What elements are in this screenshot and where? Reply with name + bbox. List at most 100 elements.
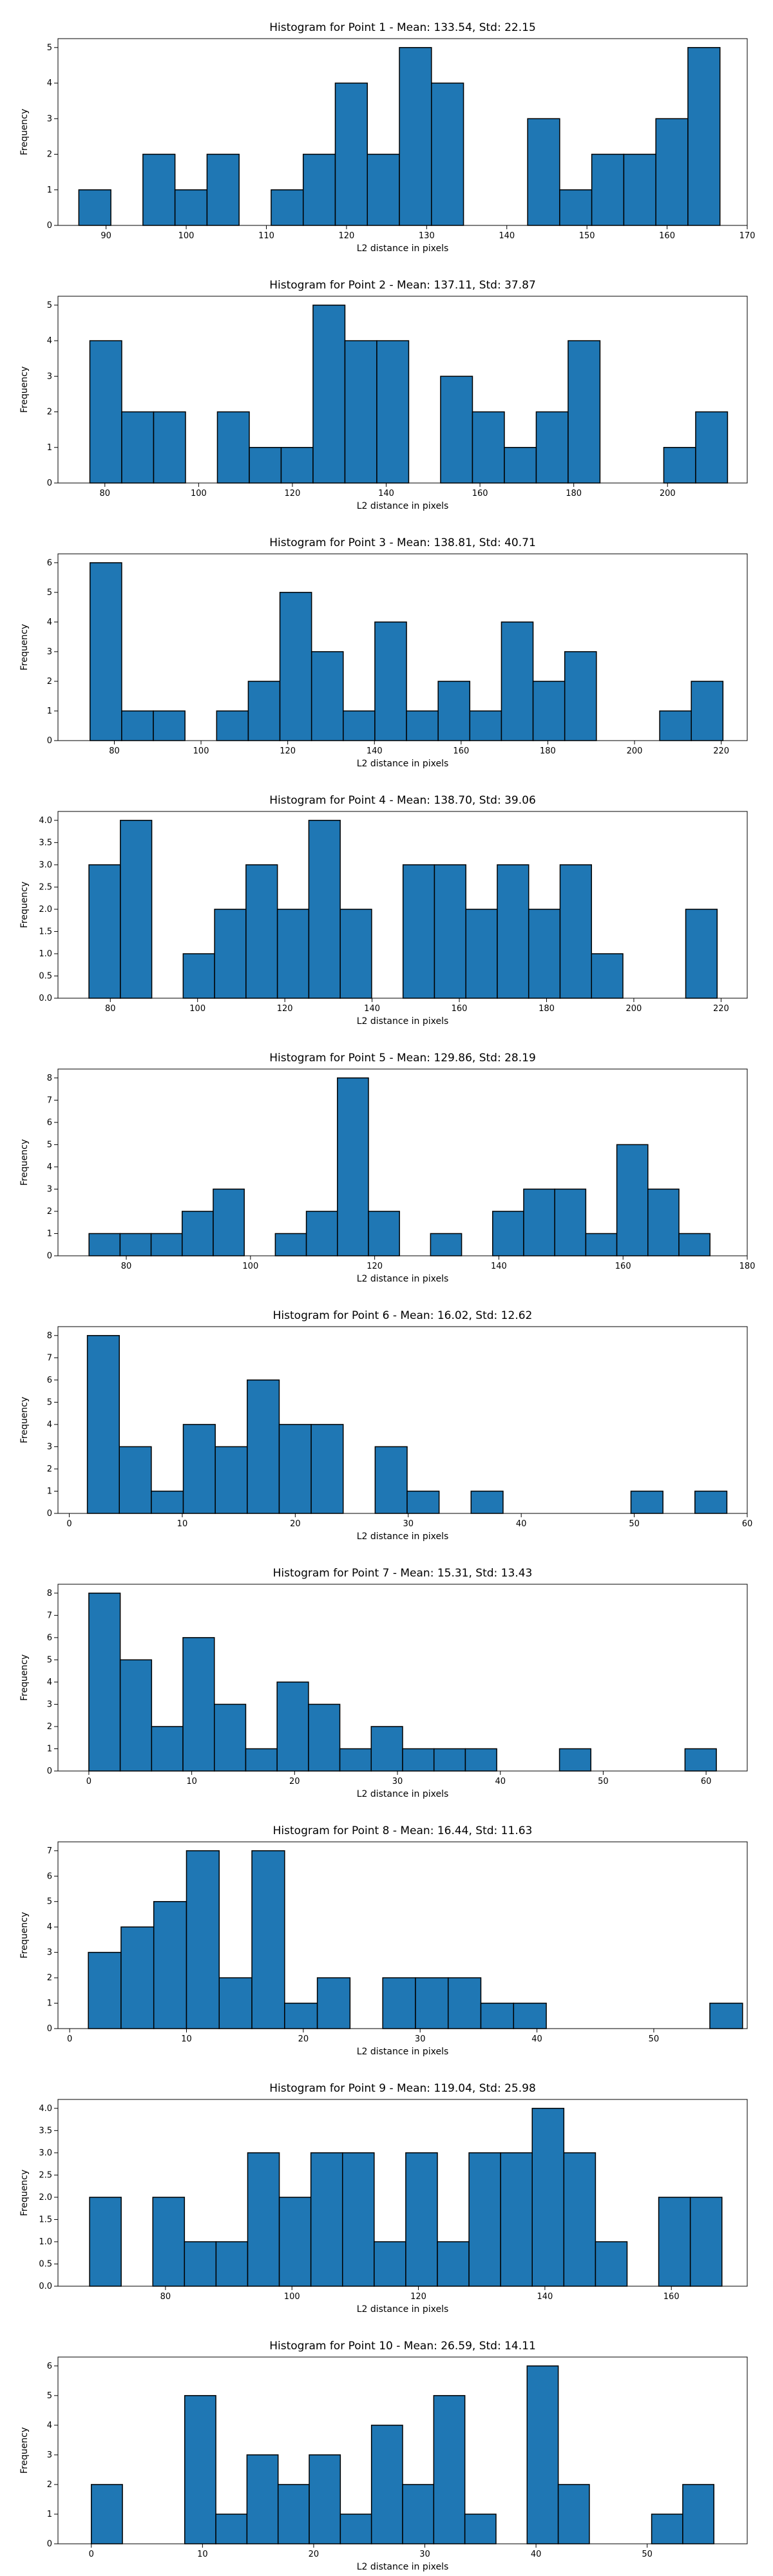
x-tick-label: 0: [67, 2034, 72, 2044]
y-axis-label: Frequency: [19, 366, 30, 413]
histogram-bar: [119, 1659, 153, 1772]
x-tick-label: 0: [89, 2550, 94, 2559]
x-axis-label: L2 distance in pixels: [357, 243, 449, 254]
x-tick-label: 20: [309, 2550, 320, 2559]
x-tick-label: 140: [537, 2292, 553, 2302]
y-tick-label: 5: [47, 301, 52, 310]
histogram-bar: [368, 1211, 400, 1256]
histogram-chart: Histogram for Point 5 - Mean: 129.86, St…: [19, 1052, 755, 1284]
x-tick-label: 200: [660, 489, 676, 498]
histogram-bar: [245, 1748, 278, 1772]
x-tick-label: 30: [419, 2550, 430, 2559]
x-tick-label: 10: [177, 1519, 188, 1529]
histogram-bar: [492, 1211, 524, 1256]
histogram-bar: [310, 651, 344, 741]
histogram-bar: [121, 710, 154, 741]
x-tick-label: 50: [629, 1519, 640, 1529]
y-axis-label: Frequency: [19, 1397, 30, 1443]
histogram-bar: [651, 2514, 683, 2544]
x-tick-label: 40: [531, 2550, 542, 2559]
histogram-bar: [523, 1188, 555, 1256]
histogram-chart: Histogram for Point 1 - Mean: 133.54, St…: [19, 21, 755, 254]
histogram-bar: [527, 118, 560, 226]
histogram-bar: [215, 2241, 249, 2287]
y-tick-label: 1: [47, 2510, 52, 2519]
histogram-bar: [271, 189, 304, 226]
x-tick-label: 20: [298, 2034, 309, 2044]
histogram-bar: [152, 2197, 186, 2287]
x-tick-label: 80: [109, 746, 120, 756]
histogram-bar: [278, 1424, 312, 1514]
histogram-bar: [658, 2197, 691, 2287]
x-tick-label: 170: [740, 231, 756, 241]
x-tick-label: 140: [491, 1262, 507, 1271]
x-tick-label: 160: [659, 231, 675, 241]
histogram-bar: [120, 820, 153, 999]
y-axis-label: Frequency: [19, 1654, 30, 1701]
y-tick-label: 3.0: [39, 860, 52, 870]
y-tick-label: 3: [47, 647, 52, 657]
histogram-bar: [685, 909, 718, 999]
histogram-bar: [497, 864, 530, 999]
plot-frame: [57, 811, 748, 999]
histogram-bar: [280, 447, 314, 484]
histogram-bar: [278, 2197, 312, 2287]
plot-frame: [57, 38, 748, 226]
histogram-bar: [526, 2365, 559, 2544]
histogram-bar: [501, 621, 534, 741]
histogram-bar: [119, 1233, 152, 1256]
histogram-chart: Histogram for Point 8 - Mean: 16.44, Std…: [19, 1824, 748, 2057]
plot-frame: [57, 296, 748, 484]
y-axis-label: Frequency: [19, 1912, 30, 1958]
x-tick-label: 20: [289, 1777, 300, 1786]
histogram-bar: [276, 1681, 309, 1772]
histogram-bar: [532, 681, 566, 741]
histogram-bar: [694, 1490, 728, 1514]
histogram-bar: [513, 2002, 547, 2029]
chart-title: Histogram for Point 4 - Mean: 138.70, St…: [269, 794, 536, 807]
x-tick-label: 180: [539, 1004, 555, 1014]
histogram-bar: [249, 447, 282, 484]
histogram-bar: [184, 2395, 216, 2544]
histogram-bar: [559, 189, 593, 226]
x-tick-label: 80: [160, 2292, 171, 2302]
histogram-bar: [89, 2197, 122, 2287]
histogram-bar: [616, 1144, 649, 1256]
y-tick-label: 0: [47, 221, 52, 231]
histogram-bar: [464, 1748, 497, 1772]
x-axis-label: L2 distance in pixels: [357, 1274, 449, 1284]
y-tick-label: 0: [47, 478, 52, 488]
x-tick-label: 220: [713, 1004, 729, 1014]
histogram-bar: [339, 909, 372, 999]
histogram-bar: [591, 953, 624, 999]
histogram-bar: [682, 2484, 714, 2544]
y-tick-label: 3: [47, 372, 52, 381]
histogram-bar: [370, 2425, 403, 2544]
y-tick-label: 4: [47, 2421, 52, 2430]
chart-title: Histogram for Point 3 - Mean: 138.81, St…: [269, 536, 536, 549]
histogram-bar: [535, 411, 569, 484]
x-tick-label: 160: [453, 746, 469, 756]
y-tick-label: 7: [47, 1353, 52, 1363]
histogram-bar: [630, 1490, 663, 1514]
histogram-bar: [151, 1726, 184, 1772]
y-tick-label: 4.0: [39, 2104, 52, 2114]
chart-title: Histogram for Point 2 - Mean: 137.11, St…: [269, 279, 536, 292]
histogram-bar: [402, 864, 435, 999]
y-tick-label: 5: [47, 43, 52, 53]
x-tick-label: 90: [100, 231, 111, 241]
y-axis-label: Frequency: [19, 2170, 30, 2216]
y-tick-label: 2.0: [39, 2193, 52, 2202]
histogram-bar: [182, 1211, 214, 1256]
histogram-bar: [470, 1490, 504, 1514]
histogram-bar: [434, 864, 466, 999]
y-axis-label: Frequency: [19, 1139, 30, 1186]
histogram-bar: [182, 1424, 216, 1514]
histogram-bar: [469, 710, 502, 741]
histogram-bar: [216, 411, 250, 484]
histogram-bar: [406, 710, 439, 741]
histogram-bar: [305, 1211, 338, 1256]
histogram-bar: [309, 2454, 341, 2544]
histogram-bar: [119, 1446, 152, 1514]
histogram-bar: [302, 153, 336, 226]
